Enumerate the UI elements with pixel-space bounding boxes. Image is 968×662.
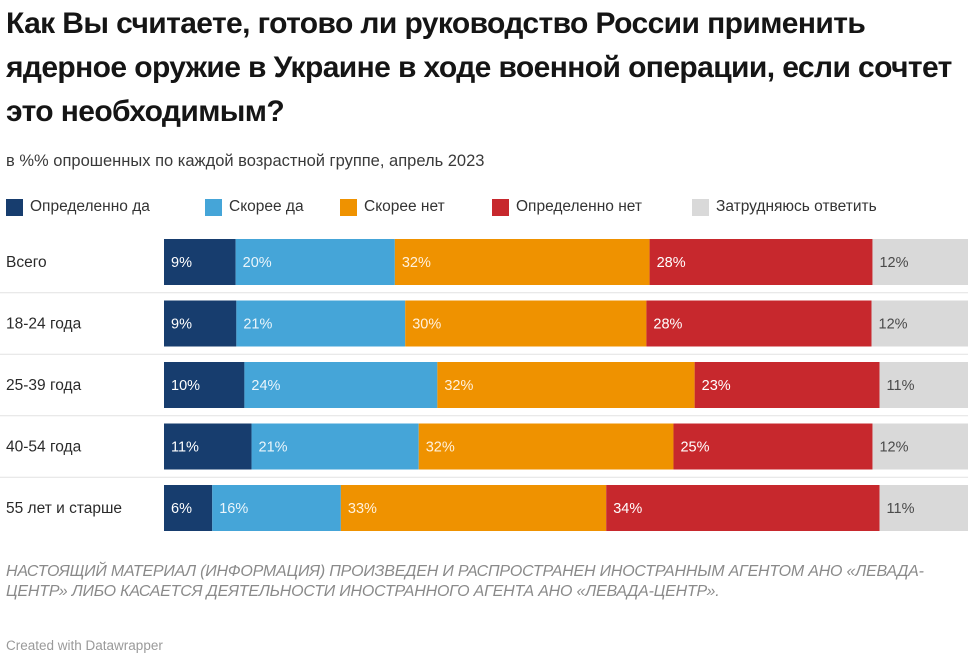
bar-segment-rather-no [418, 423, 674, 470]
category-label: Всего [6, 254, 47, 271]
category-label: 55 лет и старше [6, 500, 122, 517]
bar-segment-definitely-no [694, 362, 880, 408]
data-label: 28% [657, 255, 686, 271]
data-label: 32% [426, 440, 455, 456]
bar-segment-rather-no [394, 239, 650, 285]
legend-swatch-hard-to-say [692, 198, 709, 216]
legend-label-hard-to-say: Затрудняюсь ответить [716, 198, 877, 215]
legend-label-rather-no: Скорее нет [364, 198, 445, 215]
bar-segment-hard-to-say [872, 423, 968, 470]
legend-item-definitely-yes: Определенно да [6, 195, 150, 219]
bar-segment-hard-to-say [879, 485, 968, 531]
bar-segment-definitely-yes [164, 485, 213, 531]
data-label: 12% [879, 440, 908, 456]
category-label: 40-54 года [6, 439, 82, 456]
data-label: 33% [348, 501, 377, 517]
legend-swatch-definitely-yes [6, 198, 23, 216]
data-label: 20% [243, 255, 272, 271]
data-label: 21% [243, 317, 272, 333]
bar-segment-definitely-no [673, 423, 873, 470]
data-label: 25% [680, 440, 709, 456]
legend-label-definitely-yes: Определенно да [30, 198, 150, 215]
data-label: 21% [259, 440, 288, 456]
bar-segment-rather-yes [212, 485, 341, 531]
bar-segment-definitely-no [606, 485, 880, 531]
data-label: 11% [171, 440, 199, 456]
legend-item-hard-to-say: Затрудняюсь ответить [692, 195, 877, 219]
data-label: 28% [653, 317, 682, 333]
chart-subtitle: в %% опрошенных по каждой возрастной гру… [6, 152, 485, 170]
data-label: 32% [444, 378, 473, 394]
stacked-bar-chart: Всего 9% 20% 32% 28% 12% 18-24 года 9% 21% 30% 28%… [0, 239, 968, 531]
legend-item-definitely-no: Определенно нет [492, 195, 642, 219]
data-label: 34% [613, 501, 642, 517]
bar-segment-definitely-yes [164, 239, 236, 285]
bar-segment-hard-to-say [879, 362, 968, 408]
legend-swatch-definitely-no [492, 198, 509, 216]
datawrapper-credit: Created with Datawrapper [6, 638, 163, 653]
data-label: 10% [171, 378, 200, 394]
data-label: 11% [887, 501, 915, 517]
category-label: 25-39 года [6, 377, 82, 394]
legend: Определенно да Скорее да Скорее нет Опре… [6, 195, 966, 219]
legend-item-rather-no: Скорее нет [340, 195, 445, 219]
category-label: 18-24 года [6, 316, 82, 333]
data-label: 30% [412, 317, 441, 333]
legend-label-definitely-no: Определенно нет [516, 198, 642, 215]
bar-segment-rather-no [340, 485, 607, 531]
bar-segment-hard-to-say [871, 300, 968, 347]
bar-segment-definitely-no [646, 300, 872, 347]
data-label: 12% [879, 317, 908, 333]
legend-swatch-rather-no [340, 198, 357, 216]
data-label: 12% [879, 255, 908, 271]
data-label: 32% [402, 255, 431, 271]
legend-swatch-rather-yes [205, 198, 222, 216]
data-label: 6% [171, 501, 192, 517]
bar-segment-rather-yes [244, 362, 438, 408]
bar-segment-rather-no [437, 362, 695, 408]
data-label: 11% [887, 378, 915, 394]
data-label: 24% [251, 378, 280, 394]
foreign-agent-note: НАСТОЯЩИЙ МАТЕРИАЛ (ИНФОРМАЦИЯ) ПРОИЗВЕД… [6, 563, 924, 600]
bar-segment-rather-yes [251, 423, 419, 470]
bar-segment-rather-yes [235, 239, 395, 285]
data-label: 9% [171, 317, 192, 333]
bar-segment-rather-yes [236, 300, 406, 347]
bar-segment-hard-to-say [872, 239, 968, 285]
bar-segment-definitely-yes [164, 362, 245, 408]
data-label: 9% [171, 255, 192, 271]
bar-segment-definitely-yes [164, 423, 252, 470]
data-label: 23% [702, 378, 731, 394]
legend-item-rather-yes: Скорее да [205, 195, 304, 219]
bar-segment-rather-no [405, 300, 647, 347]
chart-title: Как Вы считаете, готово ли руководство Р… [6, 7, 952, 128]
data-label: 16% [219, 501, 248, 517]
legend-label-rather-yes: Скорее да [229, 198, 304, 215]
bar-segment-definitely-yes [164, 300, 237, 347]
bar-segment-definitely-no [649, 239, 873, 285]
